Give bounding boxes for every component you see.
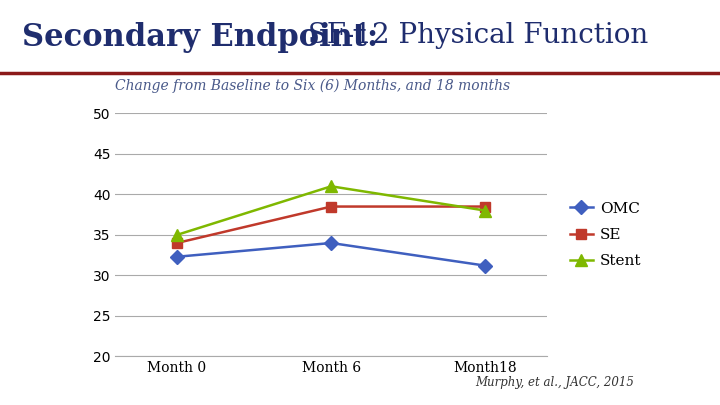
Line: OMC: OMC — [172, 238, 490, 271]
OMC — [173, 254, 181, 259]
OMC — [327, 241, 336, 245]
Text: Secondary Endpoint:: Secondary Endpoint: — [22, 22, 378, 53]
Text: Change from Baseline to Six (6) Months, and 18 months: Change from Baseline to Six (6) Months, … — [115, 79, 510, 93]
Line: SE: SE — [172, 202, 490, 248]
SE — [481, 204, 490, 209]
SE — [173, 241, 181, 245]
Legend: OMC, SE, Stent: OMC, SE, Stent — [564, 196, 648, 274]
Stent — [481, 208, 490, 213]
OMC — [481, 263, 490, 268]
Stent — [327, 184, 336, 189]
Text: SF-12 Physical Function: SF-12 Physical Function — [299, 22, 648, 49]
Line: Stent: Stent — [171, 181, 491, 241]
Stent — [173, 232, 181, 237]
SE — [327, 204, 336, 209]
Text: Murphy, et al., JACC, 2015: Murphy, et al., JACC, 2015 — [474, 376, 634, 389]
